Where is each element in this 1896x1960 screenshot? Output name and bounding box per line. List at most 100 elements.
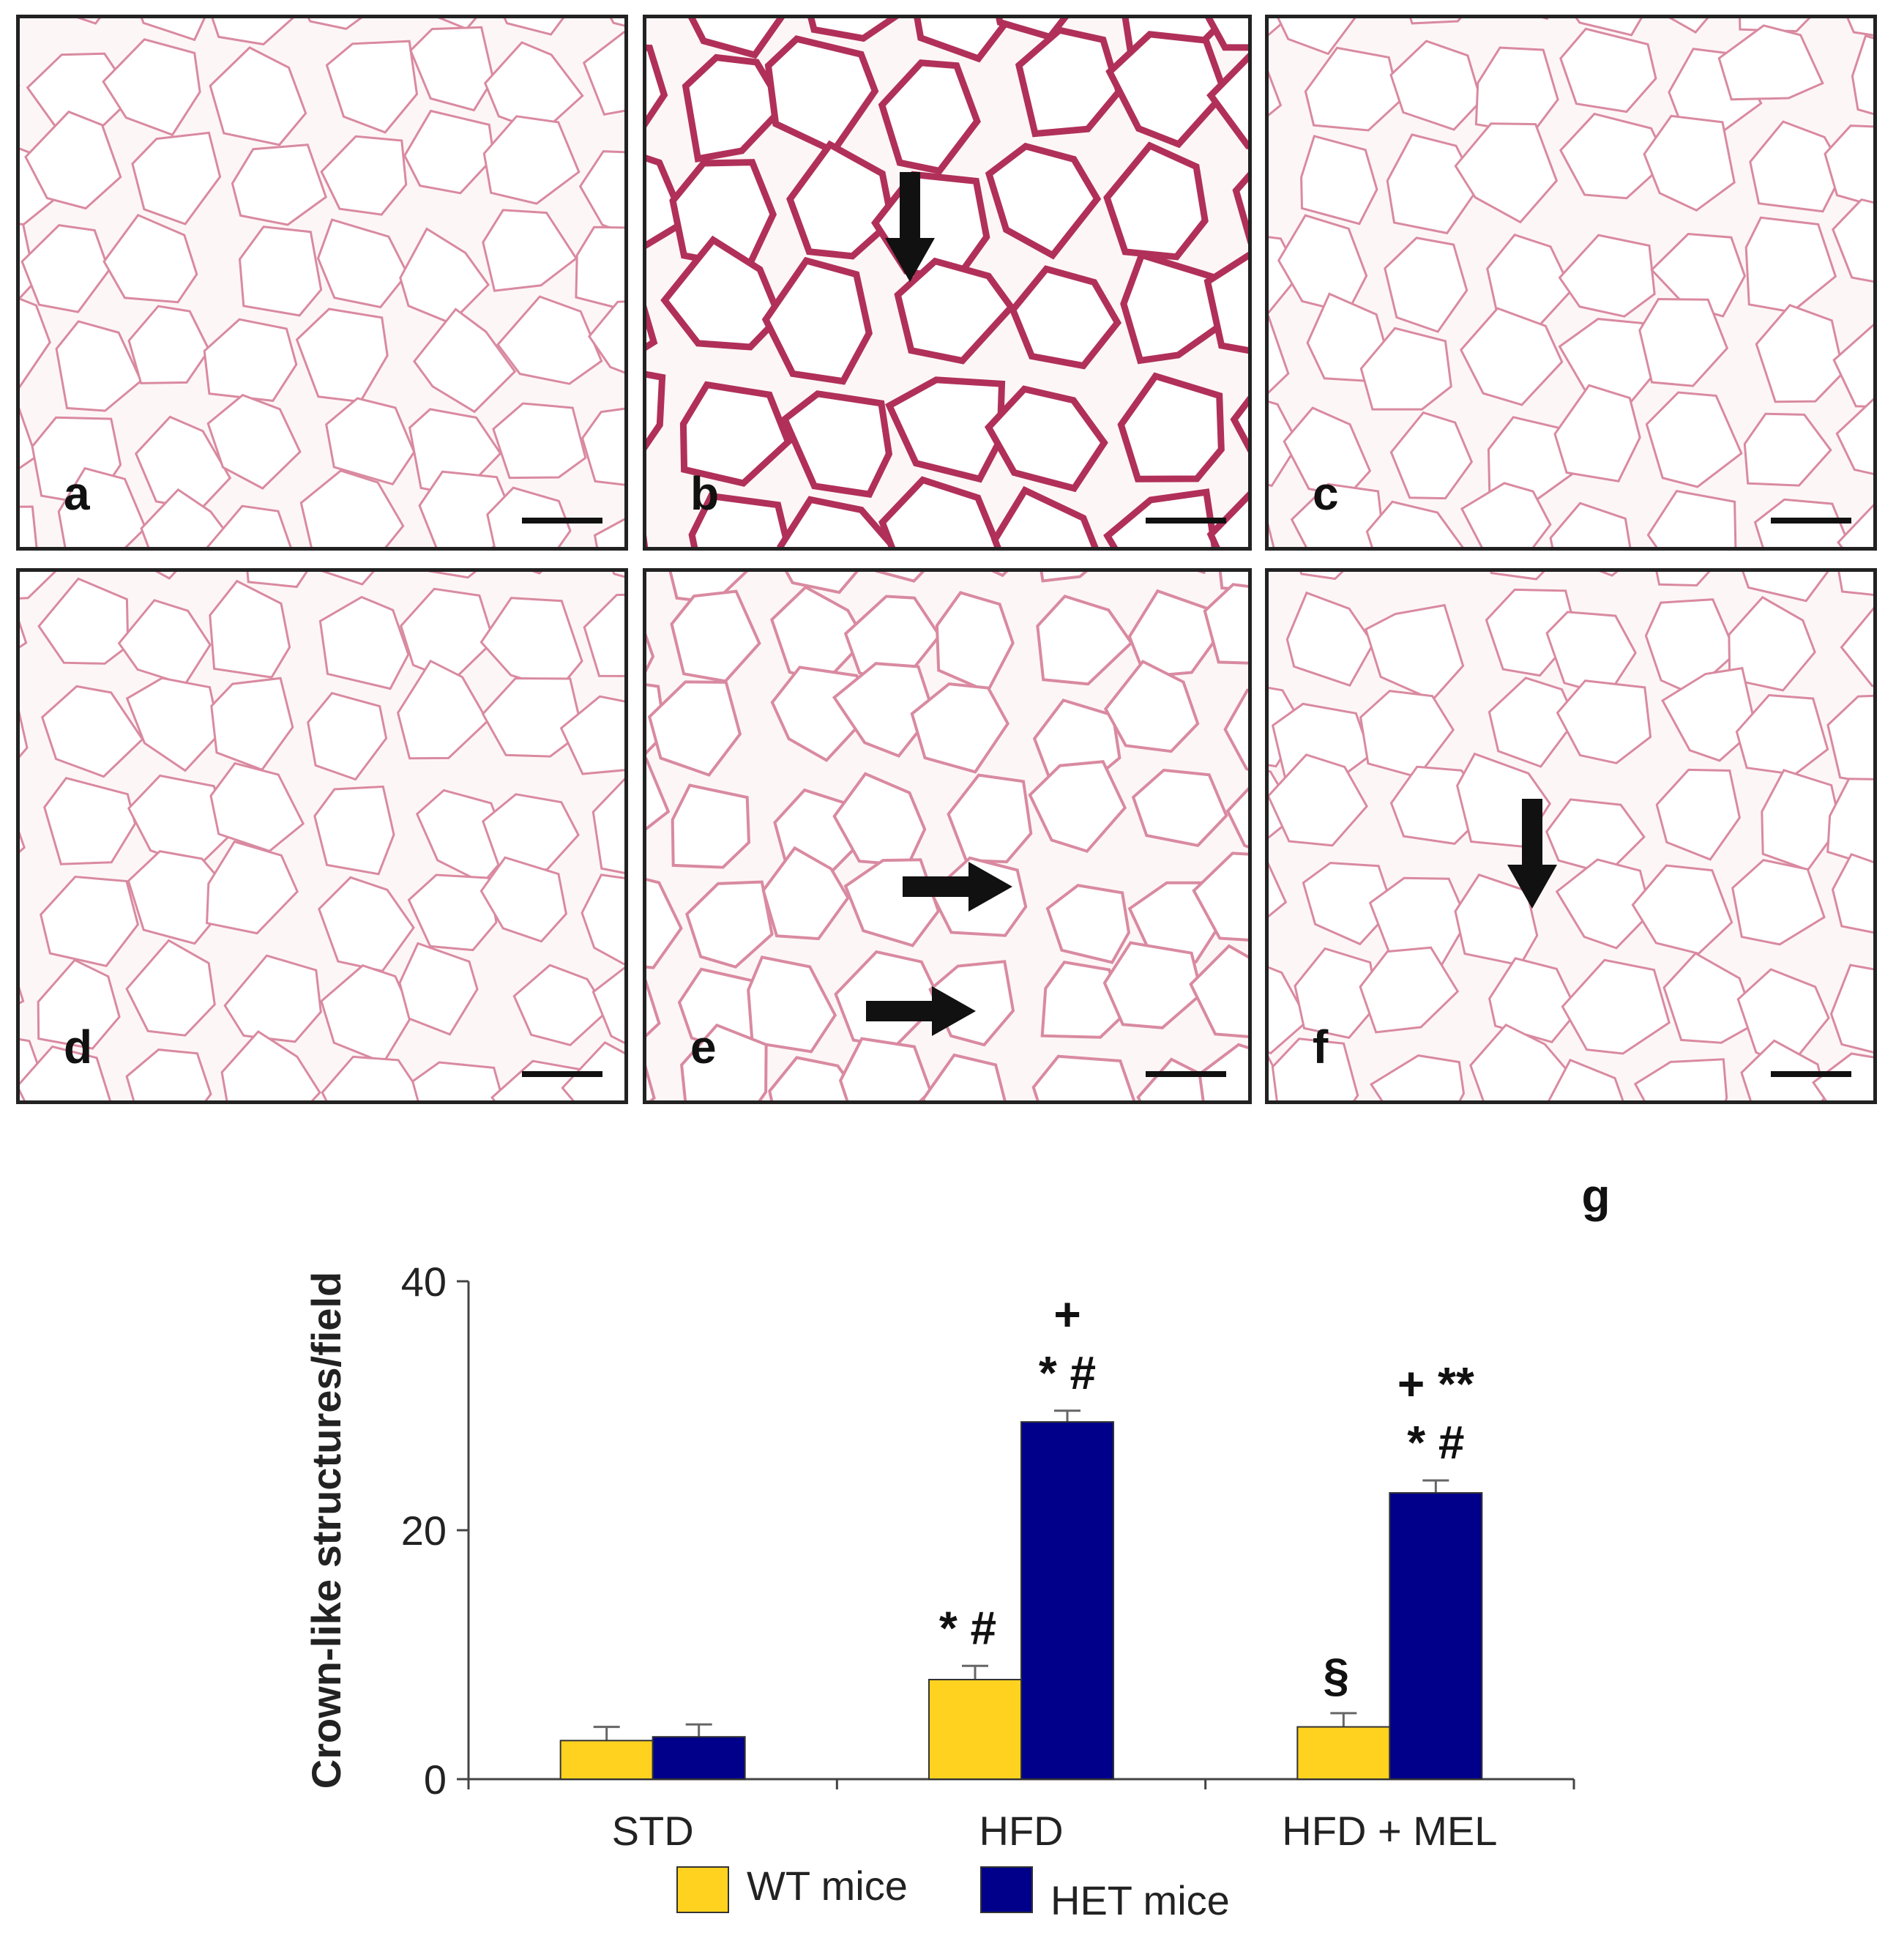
- adipocyte-cell: [682, 53, 788, 163]
- adipocyte-cell: [1655, 768, 1742, 861]
- panel-letter: b: [690, 467, 720, 520]
- adipocyte-cell: [1548, 1058, 1624, 1100]
- significance-marker: +: [1053, 1288, 1081, 1341]
- adipocyte-cell: [20, 1045, 111, 1100]
- adipocyte-cell: [131, 131, 222, 226]
- adipocyte-cell: [878, 476, 1002, 547]
- adipocyte-cell: [1294, 947, 1379, 1039]
- bar-wt-mice: [559, 1740, 654, 1780]
- adipocyte-cell: [1753, 498, 1849, 547]
- adipocyte-cell: [1662, 952, 1758, 1044]
- micrograph-panel-e: e: [643, 568, 1252, 1104]
- panel-letter: e: [690, 1021, 717, 1073]
- significance-marker: * #: [1407, 1416, 1464, 1469]
- adipocyte-cell: [1117, 372, 1225, 482]
- panel-letter: f: [1313, 1021, 1329, 1073]
- adipocyte-cell: [935, 591, 1015, 694]
- adipocyte-cell: [20, 831, 26, 854]
- category-label: STD: [612, 1808, 694, 1854]
- adipocyte-cell: [125, 1048, 212, 1100]
- adipocyte-cell: [885, 376, 1006, 483]
- panel-letter: g: [1581, 1169, 1610, 1222]
- adipocyte-cell: [141, 18, 206, 42]
- category-label: HFD: [979, 1808, 1063, 1854]
- adipocyte-cell: [409, 26, 495, 112]
- bar-het-mice: [1020, 1421, 1114, 1780]
- adipocyte-cell: [1304, 46, 1401, 132]
- adipocyte-cell: [1269, 753, 1368, 847]
- adipocyte-cell: [1206, 491, 1248, 547]
- significance-marker: * #: [1039, 1346, 1096, 1399]
- adipocyte-cell: [1269, 315, 1290, 395]
- adipocyte-cell: [512, 964, 609, 1046]
- adipocyte-cell: [1203, 251, 1248, 354]
- adipocyte-cell: [1645, 391, 1743, 488]
- micrograph-panel-d: d: [16, 568, 628, 1104]
- adipocyte-cell: [1559, 112, 1668, 200]
- adipocyte-cell: [1269, 236, 1301, 315]
- adipocyte-cell: [1269, 18, 1290, 37]
- adipocyte-cell: [40, 685, 144, 778]
- adipocyte-cell: [482, 793, 580, 871]
- adipocyte-cell: [1223, 688, 1248, 771]
- adipocyte-cell: [57, 466, 147, 547]
- adipocyte-cell: [646, 44, 668, 128]
- adipocyte-cell: [1359, 946, 1460, 1034]
- scale-bar: [1771, 1071, 1851, 1077]
- adipocyte-cell: [1203, 583, 1248, 665]
- adipocyte-cell: [211, 18, 294, 46]
- adipocyte-cell: [591, 778, 624, 874]
- adipocyte-cell: [20, 620, 28, 649]
- adipocyte-cell: [1040, 961, 1124, 1039]
- adipocyte-cell: [780, 390, 893, 499]
- adipocyte-cell: [1232, 171, 1248, 245]
- adipocyte-cell: [318, 595, 410, 690]
- adipocyte-cell: [991, 485, 1099, 547]
- adipocyte-cell: [238, 226, 323, 317]
- adipocyte-cell: [1300, 135, 1378, 226]
- adipocyte-cell: [646, 370, 666, 450]
- adipocyte-cell: [1831, 852, 1873, 934]
- adipocyte-cell: [125, 677, 221, 772]
- adipocyte-cell: [646, 979, 661, 1037]
- arrow-icon: [903, 862, 1012, 912]
- adipocyte-cell: [403, 109, 496, 195]
- adipocyte-cell: [102, 38, 201, 137]
- adipocyte-cell: [1549, 502, 1632, 547]
- adipocyte-cell: [1832, 198, 1873, 283]
- adipocyte-cell: [125, 939, 216, 1037]
- adipocyte-cell: [1364, 603, 1465, 701]
- adipocyte-cell: [427, 572, 477, 579]
- adipocyte-cell: [220, 1030, 321, 1100]
- adipocyte-cell: [1599, 572, 1619, 577]
- adipocyte-cell: [1728, 595, 1816, 692]
- bar-het-mice: [652, 1736, 746, 1781]
- adipocyte-cell: [223, 954, 322, 1043]
- adipocyte-cell: [1811, 1052, 1873, 1100]
- adipocyte-cell: [1826, 694, 1873, 785]
- adipocyte-cell: [1365, 500, 1464, 547]
- adipocyte-cell: [1837, 572, 1873, 596]
- adipocyte-cell: [325, 397, 416, 486]
- adipocyte-cell: [1556, 679, 1652, 764]
- adipocyte-cell: [991, 572, 1009, 578]
- category-label: HFD + MEL: [1282, 1808, 1497, 1854]
- significance-marker: §: [1324, 1649, 1350, 1702]
- adipocyte-cell: [20, 986, 25, 1005]
- adipocyte-cell: [679, 381, 792, 487]
- adipocyte-cell: [685, 880, 774, 969]
- adipocyte-cell: [20, 18, 32, 36]
- adipocyte-cell: [1749, 120, 1845, 213]
- adipocyte-cell: [1189, 944, 1248, 1038]
- adipocyte-cell: [646, 878, 683, 969]
- adipocyte-cell: [761, 256, 873, 385]
- adipocyte-cell: [1045, 884, 1131, 964]
- adipocyte-cell: [1103, 659, 1200, 753]
- adipocyte-cell: [127, 774, 231, 868]
- adipocyte-cell: [24, 110, 122, 210]
- adipocyte-cell: [407, 873, 498, 952]
- adipocyte-cell: [1829, 964, 1873, 1054]
- bar-wt-mice: [928, 1679, 1022, 1780]
- legend-swatch: [676, 1866, 729, 1913]
- adipocyte-cell: [1739, 18, 1811, 33]
